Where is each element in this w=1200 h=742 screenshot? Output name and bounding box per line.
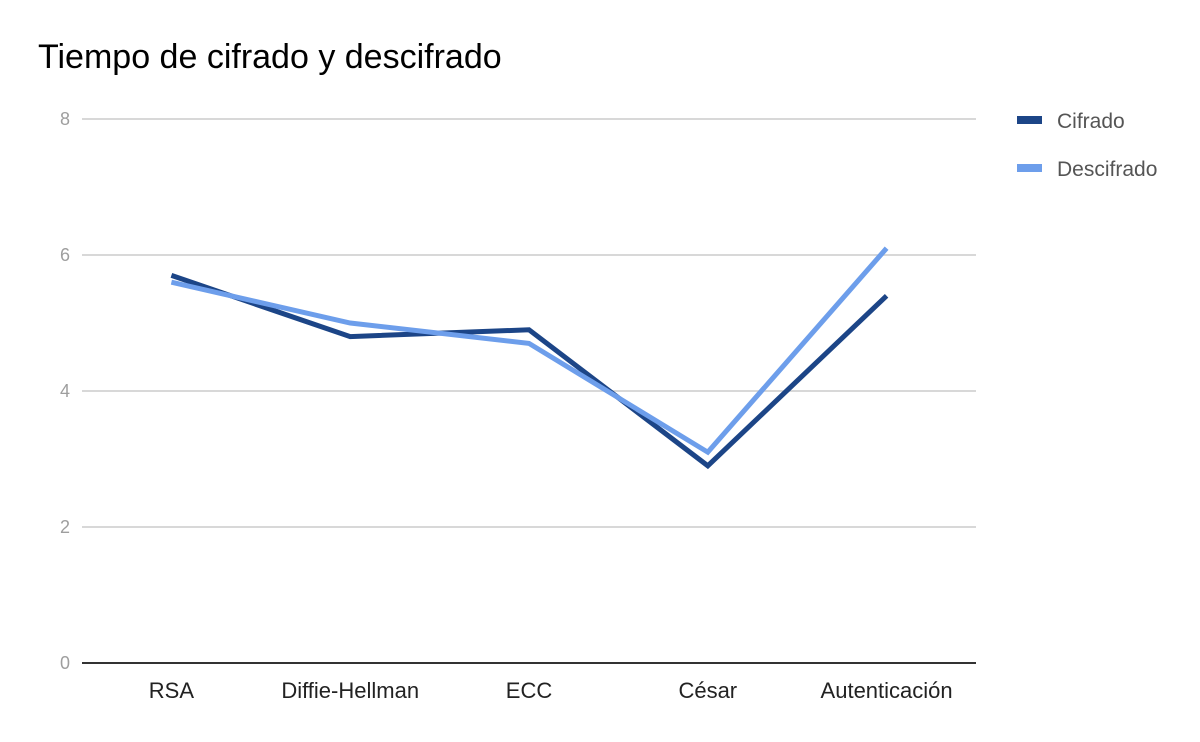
legend-label: Cifrado [1057, 110, 1125, 133]
x-tick-label: RSA [149, 678, 195, 703]
y-tick-label: 2 [60, 517, 70, 537]
y-tick-label: 6 [60, 245, 70, 265]
x-tick-label: César [678, 678, 737, 703]
legend: Cifrado Descifrado [1017, 110, 1157, 181]
x-tick-label: ECC [506, 678, 553, 703]
legend-swatch [1017, 164, 1042, 172]
grid-lines [82, 118, 976, 664]
series-lines [170, 246, 889, 470]
y-tick-label: 0 [60, 653, 70, 673]
x-axis-ticks: RSA Diffie-Hellman ECC César Autenticación [149, 678, 953, 703]
chart-title: Tiempo de cifrado y descifrado [38, 38, 502, 76]
y-tick-label: 8 [60, 109, 70, 129]
y-axis-ticks: 0 2 4 6 8 [60, 109, 70, 673]
x-tick-label: Diffie-Hellman [281, 678, 419, 703]
legend-swatch [1017, 116, 1042, 124]
series-line-descifrado [170, 246, 889, 456]
x-tick-label: Autenticación [821, 678, 953, 703]
y-tick-label: 4 [60, 381, 70, 401]
legend-label: Descifrado [1057, 158, 1157, 181]
